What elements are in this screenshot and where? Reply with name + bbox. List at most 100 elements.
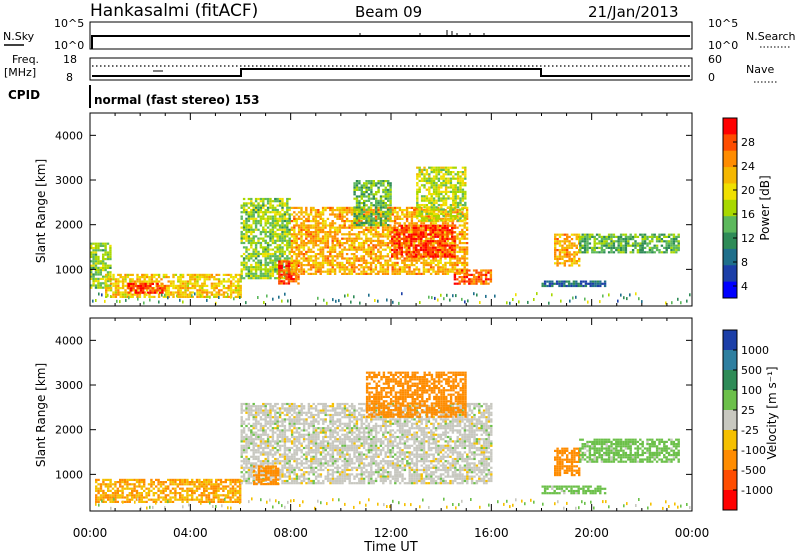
data-cell (446, 231, 449, 234)
data-cell (324, 242, 327, 245)
data-cell (436, 224, 439, 227)
data-cell (398, 272, 402, 275)
data-cell (600, 238, 604, 241)
data-cell (165, 291, 168, 294)
data-cell (280, 264, 283, 267)
colorbar-tick-label: 16 (741, 208, 755, 221)
data-cell (464, 197, 467, 200)
data-cell (391, 270, 394, 273)
data-cell (379, 195, 383, 198)
data-cell (407, 240, 411, 243)
data-cell (610, 240, 613, 243)
data-cell (269, 257, 272, 260)
data-cell (326, 242, 330, 245)
data-cell (233, 297, 235, 301)
data-cell (331, 220, 334, 223)
data-cell (362, 231, 366, 234)
data-cell (240, 272, 243, 275)
data-cell (658, 251, 661, 254)
data-cell (660, 240, 664, 243)
data-cell (372, 257, 375, 260)
data-cell (398, 237, 402, 240)
data-cell (400, 231, 403, 234)
data-cell (624, 242, 628, 245)
data-cell (94, 242, 98, 245)
data-cell (276, 244, 279, 247)
data-cell (403, 259, 406, 262)
data-cell (360, 197, 363, 200)
data-cell (386, 298, 388, 302)
noise-sky-trace (91, 35, 690, 49)
data-cell (568, 257, 571, 260)
data-cell (157, 293, 161, 296)
data-cell (367, 180, 371, 183)
data-cell (254, 250, 258, 253)
data-cell (297, 226, 301, 229)
data-cell (641, 300, 643, 304)
data-cell (631, 238, 635, 241)
data-cell (355, 235, 358, 238)
data-cell (341, 226, 344, 229)
data-cell (566, 238, 569, 241)
data-cell (109, 489, 112, 492)
data-cell (412, 226, 415, 230)
colorbar-segment (723, 150, 737, 168)
data-cell (461, 246, 464, 249)
data-cell (420, 222, 423, 225)
data-cell (283, 228, 287, 231)
data-cell (239, 284, 242, 287)
data-cell (400, 255, 403, 258)
data-cell (422, 255, 425, 258)
data-cell (375, 193, 378, 196)
data-cell (387, 193, 390, 196)
data-cell (443, 244, 447, 247)
data-cell (451, 266, 454, 269)
data-cell (131, 293, 134, 296)
data-cell (283, 219, 287, 223)
data-cell (314, 266, 318, 269)
data-cell (250, 208, 253, 212)
data-cell (415, 231, 418, 234)
data-cell (558, 244, 562, 247)
data-cell (355, 211, 358, 214)
data-cell (362, 213, 366, 216)
data-cell (324, 244, 327, 247)
data-cell (420, 261, 423, 264)
data-cell (250, 274, 253, 278)
data-cell (400, 229, 403, 232)
data-cell (619, 242, 623, 245)
data-cell (293, 231, 296, 234)
data-cell (603, 249, 606, 252)
data-cell (372, 233, 375, 236)
data-cell (184, 280, 187, 283)
data-cell (259, 208, 263, 212)
data-cell (266, 211, 270, 214)
data-cell (302, 211, 306, 214)
data-cell (343, 211, 346, 214)
data-cell (131, 280, 134, 283)
data-cell (336, 257, 339, 260)
data-cell (353, 255, 356, 258)
data-cell (570, 244, 574, 247)
data-cell (484, 280, 488, 283)
data-cell (114, 280, 118, 283)
data-cell (631, 249, 635, 252)
data-cell (459, 177, 462, 180)
data-cell (435, 190, 438, 193)
data-cell (437, 208, 441, 211)
data-cell (302, 272, 306, 275)
data-cell (119, 291, 122, 294)
data-cell (164, 500, 167, 503)
data-cell (449, 242, 452, 245)
data-cell (451, 239, 454, 242)
data-cell (150, 278, 154, 281)
data-cell (387, 215, 390, 218)
data-cell (579, 242, 582, 245)
data-cell (297, 217, 301, 220)
data-cell (357, 231, 361, 234)
data-cell (215, 295, 218, 298)
data-cell (420, 184, 424, 187)
data-cell (382, 219, 385, 222)
data-cell (257, 197, 260, 201)
